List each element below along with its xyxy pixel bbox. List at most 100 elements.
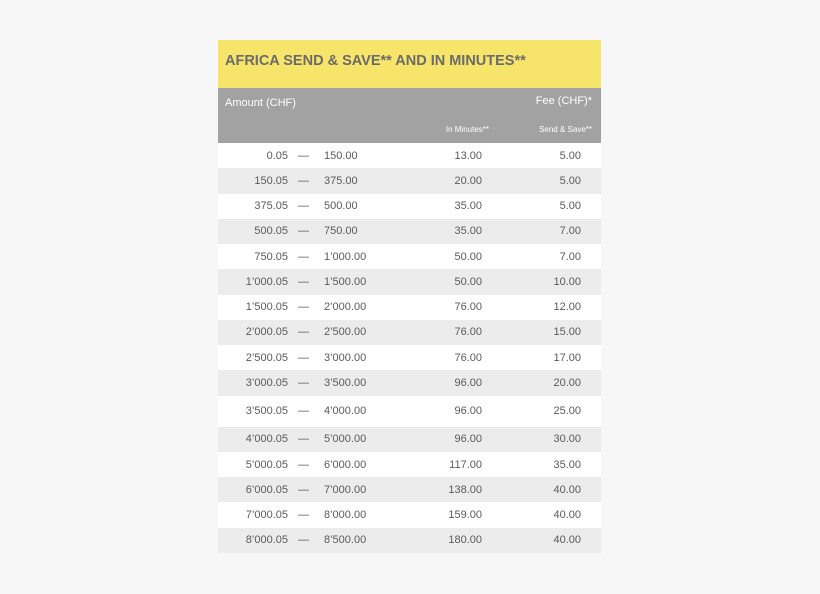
header-send-save: Send & Save** xyxy=(539,125,592,134)
table-row: 375.05 — 500.00 35.00 5.00 xyxy=(218,193,601,219)
table-row: 6’000.05 — 7’000.00 138.00 40.00 xyxy=(218,477,601,503)
range-separator: — xyxy=(298,433,309,446)
amount-from: 0.05 xyxy=(266,149,288,162)
amount-from: 500.05 xyxy=(254,225,288,238)
amount-to: 3’000.00 xyxy=(324,351,367,364)
table-row: 0.05 — 150.00 13.00 5.00 xyxy=(218,143,601,169)
fee-send-save: 5.00 xyxy=(559,149,581,162)
range-separator: — xyxy=(298,509,309,522)
range-separator: — xyxy=(298,377,309,390)
amount-to: 3’500.00 xyxy=(324,377,367,390)
amount-to: 750.00 xyxy=(324,225,358,238)
amount-to: 4’000.00 xyxy=(324,405,367,418)
amount-from: 3’000.05 xyxy=(245,377,288,390)
range-separator: — xyxy=(298,149,309,162)
header-fee: Fee (CHF)* xyxy=(535,95,592,107)
range-separator: — xyxy=(298,351,309,364)
table-row: 3’500.05 — 4’000.00 96.00 25.00 xyxy=(218,395,601,427)
range-separator: — xyxy=(298,326,309,339)
fee-in-minutes: 20.00 xyxy=(454,174,482,187)
table-row: 2’500.05 — 3’000.00 76.00 17.00 xyxy=(218,345,601,371)
fee-in-minutes: 180.00 xyxy=(448,534,482,547)
fee-in-minutes: 159.00 xyxy=(448,509,482,522)
amount-from: 1’500.05 xyxy=(245,301,288,314)
fee-send-save: 20.00 xyxy=(553,377,581,390)
fee-in-minutes: 76.00 xyxy=(454,301,482,314)
fee-in-minutes: 96.00 xyxy=(454,377,482,390)
range-separator: — xyxy=(298,301,309,314)
fee-in-minutes: 13.00 xyxy=(454,149,482,162)
amount-from: 375.05 xyxy=(254,200,288,213)
table-row: 1’500.05 — 2’000.00 76.00 12.00 xyxy=(218,294,601,320)
range-separator: — xyxy=(298,483,309,496)
fee-in-minutes: 96.00 xyxy=(454,405,482,418)
range-separator: — xyxy=(298,405,309,418)
fee-send-save: 30.00 xyxy=(553,433,581,446)
amount-from: 2’500.05 xyxy=(245,351,288,364)
table-row: 3’000.05 — 3’500.00 96.00 20.00 xyxy=(218,370,601,396)
amount-to: 8’000.00 xyxy=(324,509,367,522)
fee-send-save: 25.00 xyxy=(553,405,581,418)
amount-to: 500.00 xyxy=(324,200,358,213)
fee-in-minutes: 76.00 xyxy=(454,326,482,339)
fee-in-minutes: 76.00 xyxy=(454,351,482,364)
amount-from: 5’000.05 xyxy=(245,458,288,471)
amount-to: 2’500.00 xyxy=(324,326,367,339)
range-separator: — xyxy=(298,225,309,238)
fee-send-save: 40.00 xyxy=(553,534,581,547)
amount-to: 375.00 xyxy=(324,174,358,187)
fee-send-save: 10.00 xyxy=(553,275,581,288)
amount-to: 7’000.00 xyxy=(324,483,367,496)
fee-send-save: 15.00 xyxy=(553,326,581,339)
table-row: 500.05 — 750.00 35.00 7.00 xyxy=(218,218,601,245)
header-in-minutes: In Minutes** xyxy=(445,125,489,134)
fee-in-minutes: 96.00 xyxy=(454,433,482,446)
table-header: Amount (CHF) Fee (CHF)* In Minutes** Sen… xyxy=(218,88,601,143)
fee-send-save: 35.00 xyxy=(553,458,581,471)
range-separator: — xyxy=(298,200,309,213)
amount-from: 1’000.05 xyxy=(245,275,288,288)
amount-from: 750.05 xyxy=(254,250,288,263)
table-row: 1’000.05 — 1’500.00 50.00 10.00 xyxy=(218,269,601,295)
header-amount: Amount (CHF) xyxy=(225,97,296,109)
fee-table: AFRICA SEND & SAVE** AND IN MINUTES** Am… xyxy=(218,40,601,553)
table-row: 5’000.05 — 6’000.00 117.00 35.00 xyxy=(218,451,601,478)
amount-from: 2’000.05 xyxy=(245,326,288,339)
amount-to: 2’000.00 xyxy=(324,301,367,314)
fee-send-save: 40.00 xyxy=(553,483,581,496)
amount-to: 6’000.00 xyxy=(324,458,367,471)
table-body: 0.05 — 150.00 13.00 5.00 150.05 — 375.00 20.00 5.… xyxy=(218,143,601,553)
amount-to: 1’500.00 xyxy=(324,275,367,288)
fee-send-save: 12.00 xyxy=(553,301,581,314)
range-separator: — xyxy=(298,534,309,547)
fee-send-save: 40.00 xyxy=(553,509,581,522)
amount-to: 150.00 xyxy=(324,149,358,162)
table-row: 4’000.05 — 5’000.00 96.00 30.00 xyxy=(218,426,601,452)
amount-to: 1’000.00 xyxy=(324,250,367,263)
fee-send-save: 5.00 xyxy=(559,174,581,187)
range-separator: — xyxy=(298,250,309,263)
table-row: 8’000.05 — 8’500.00 180.00 40.00 xyxy=(218,527,601,553)
fee-send-save: 17.00 xyxy=(553,351,581,364)
table-row: 2’000.05 — 2’500.00 76.00 15.00 xyxy=(218,319,601,346)
amount-from: 4’000.05 xyxy=(245,433,288,446)
table-title: AFRICA SEND & SAVE** AND IN MINUTES** xyxy=(218,40,601,88)
table-row: 7’000.05 — 8’000.00 159.00 40.00 xyxy=(218,502,601,528)
fee-in-minutes: 138.00 xyxy=(448,483,482,496)
amount-to: 8’500.00 xyxy=(324,534,367,547)
amount-from: 3’500.05 xyxy=(245,405,288,418)
amount-from: 7’000.05 xyxy=(245,509,288,522)
fee-in-minutes: 117.00 xyxy=(449,458,482,471)
amount-to: 5’000.00 xyxy=(324,433,367,446)
fee-in-minutes: 50.00 xyxy=(454,250,482,263)
range-separator: — xyxy=(298,174,309,187)
fee-in-minutes: 35.00 xyxy=(454,225,482,238)
fee-send-save: 7.00 xyxy=(559,250,581,263)
fee-in-minutes: 35.00 xyxy=(454,200,482,213)
fee-in-minutes: 50.00 xyxy=(454,275,482,288)
fee-send-save: 7.00 xyxy=(559,225,581,238)
table-row: 750.05 — 1’000.00 50.00 7.00 xyxy=(218,244,601,270)
amount-from: 8’000.05 xyxy=(245,534,288,547)
range-separator: — xyxy=(298,275,309,288)
amount-from: 150.05 xyxy=(254,174,288,187)
